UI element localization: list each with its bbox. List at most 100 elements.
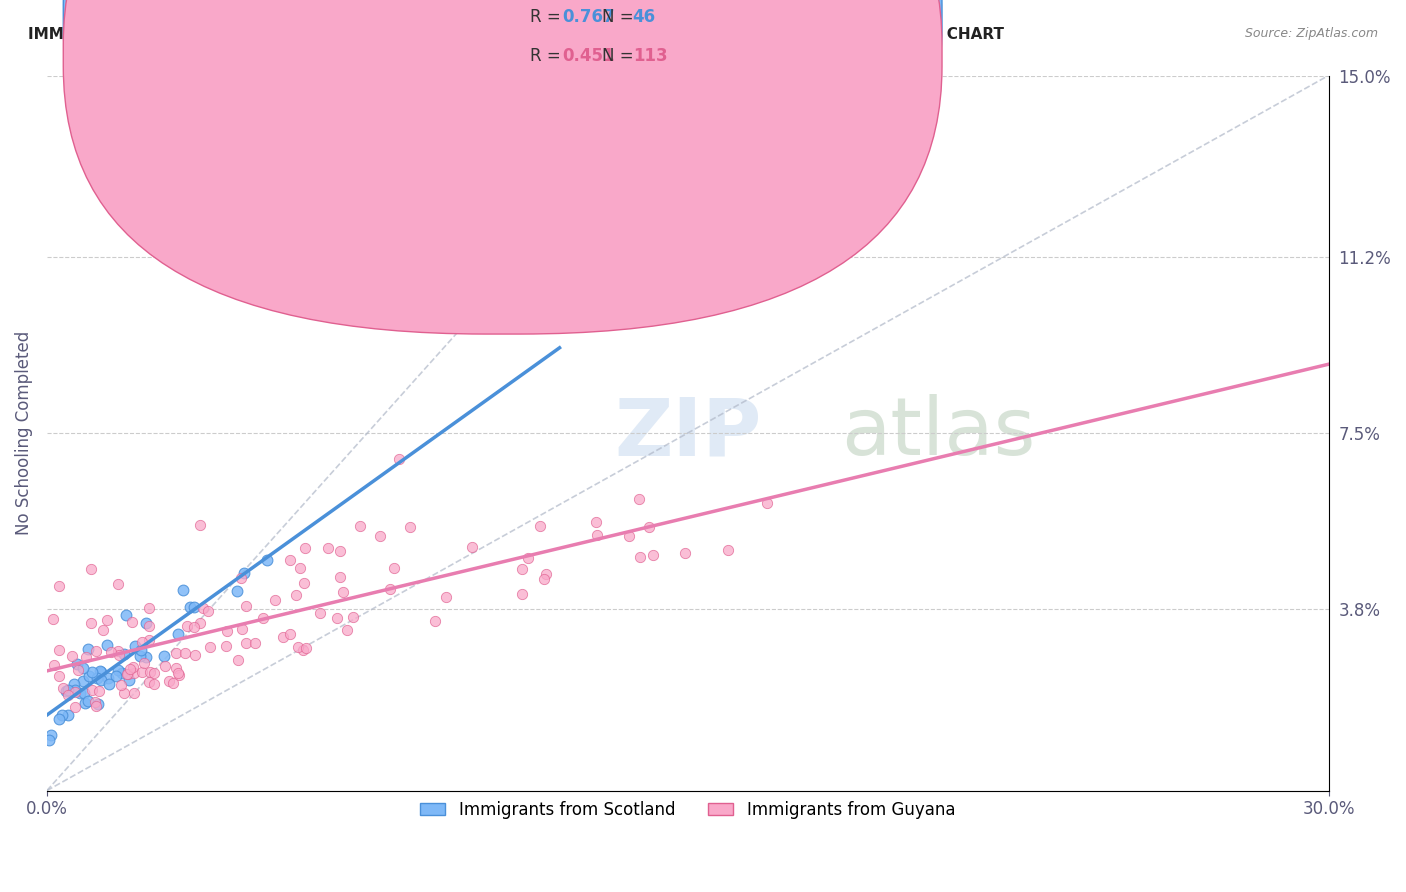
Immigrants from Guyana (138, 601, 160, 615)
Immigrants from Guyana (316, 541, 339, 555)
Immigrants from Scotland (112, 647, 135, 661)
Immigrants from Guyana (138, 675, 160, 690)
Immigrants from Guyana (142, 677, 165, 691)
Immigrants from Guyana (165, 660, 187, 674)
Immigrants from Guyana (529, 519, 551, 533)
Immigrants from Guyana (382, 561, 405, 575)
Immigrants from Guyana (162, 676, 184, 690)
Immigrants from Scotland (179, 599, 201, 614)
Immigrants from Guyana (378, 582, 401, 596)
Immigrants from Scotland (72, 661, 94, 675)
Immigrants from Scotland (58, 708, 80, 723)
Immigrants from Guyana (48, 668, 70, 682)
Immigrants from Guyana (628, 550, 651, 565)
Text: R =: R = (530, 7, 567, 26)
Immigrants from Scotland (73, 686, 96, 700)
Legend: Immigrants from Scotland, Immigrants from Guyana: Immigrants from Scotland, Immigrants fro… (413, 794, 962, 825)
Immigrants from Guyana (157, 673, 180, 688)
Immigrants from Guyana (325, 611, 347, 625)
Immigrants from Guyana (510, 562, 533, 576)
Text: Source: ZipAtlas.com: Source: ZipAtlas.com (1244, 27, 1378, 40)
Immigrants from Scotland (56, 682, 79, 697)
Immigrants from Scotland (38, 732, 60, 747)
Immigrants from Guyana (235, 636, 257, 650)
Immigrants from Guyana (183, 620, 205, 634)
Immigrants from Guyana (42, 658, 65, 673)
Immigrants from Guyana (91, 623, 114, 637)
Immigrants from Scotland (63, 682, 86, 697)
Immigrants from Guyana (243, 636, 266, 650)
Immigrants from Guyana (673, 546, 696, 560)
Immigrants from Guyana (264, 593, 287, 607)
Immigrants from Guyana (167, 665, 190, 680)
Immigrants from Scotland (76, 694, 98, 708)
Immigrants from Guyana (273, 630, 295, 644)
Immigrants from Guyana (96, 614, 118, 628)
Immigrants from Scotland (135, 650, 157, 665)
Immigrants from Guyana (108, 648, 131, 662)
Immigrants from Guyana (80, 562, 103, 576)
Immigrants from Guyana (42, 612, 65, 626)
Immigrants from Scotland (96, 638, 118, 652)
Immigrants from Scotland (77, 641, 100, 656)
Immigrants from Guyana (294, 541, 316, 555)
Immigrants from Guyana (65, 684, 87, 698)
Immigrants from Guyana (143, 665, 166, 680)
Immigrants from Guyana (176, 618, 198, 632)
Immigrants from Scotland (233, 566, 256, 581)
Immigrants from Guyana (138, 619, 160, 633)
Immigrants from Guyana (188, 518, 211, 533)
Immigrants from Scotland (129, 648, 152, 663)
Immigrants from Scotland (77, 669, 100, 683)
Immigrants from Guyana (66, 664, 89, 678)
Immigrants from Guyana (107, 644, 129, 658)
Immigrants from Guyana (235, 599, 257, 614)
Immigrants from Scotland (90, 665, 112, 680)
Immigrants from Guyana (643, 548, 665, 562)
Immigrants from Guyana (434, 590, 457, 604)
Immigrants from Scotland (225, 584, 247, 599)
Text: ZIP: ZIP (614, 394, 761, 472)
Immigrants from Scotland (51, 708, 73, 723)
Immigrants from Guyana (131, 635, 153, 649)
Immigrants from Guyana (229, 571, 252, 585)
Text: IMMIGRANTS FROM SCOTLAND VS IMMIGRANTS FROM GUYANA NO SCHOOLING COMPLETED CORREL: IMMIGRANTS FROM SCOTLAND VS IMMIGRANTS F… (28, 27, 1004, 42)
Immigrants from Scotland (118, 673, 141, 688)
Immigrants from Guyana (110, 678, 132, 692)
Immigrants from Guyana (332, 585, 354, 599)
Immigrants from Guyana (48, 579, 70, 593)
Immigrants from Guyana (100, 645, 122, 659)
Immigrants from Guyana (138, 632, 160, 647)
Immigrants from Guyana (56, 689, 79, 703)
Immigrants from Guyana (637, 519, 659, 533)
Immigrants from Guyana (167, 668, 190, 682)
Immigrants from Scotland (39, 728, 62, 742)
Immigrants from Guyana (215, 624, 238, 639)
Y-axis label: No Schooling Completed: No Schooling Completed (15, 331, 32, 535)
Immigrants from Guyana (290, 561, 312, 575)
Immigrants from Scotland (72, 674, 94, 689)
Immigrants from Scotland (115, 608, 138, 623)
Immigrants from Guyana (586, 528, 609, 542)
Immigrants from Guyana (617, 529, 640, 543)
Immigrants from Scotland (166, 627, 188, 641)
Immigrants from Guyana (756, 496, 779, 510)
Immigrants from Guyana (122, 665, 145, 680)
Immigrants from Scotland (183, 600, 205, 615)
Immigrants from Guyana (285, 588, 308, 602)
Immigrants from Guyana (139, 665, 162, 680)
Immigrants from Guyana (329, 544, 352, 558)
Immigrants from Scotland (87, 697, 110, 711)
Immigrants from Guyana (226, 652, 249, 666)
Immigrants from Guyana (173, 646, 195, 660)
Immigrants from Guyana (717, 543, 740, 558)
Immigrants from Guyana (627, 491, 650, 506)
Immigrants from Scotland (86, 671, 108, 685)
Immigrants from Guyana (336, 623, 359, 637)
Immigrants from Guyana (184, 648, 207, 662)
Immigrants from Guyana (80, 615, 103, 630)
Immigrants from Guyana (342, 609, 364, 624)
Immigrants from Scotland (107, 663, 129, 677)
Immigrants from Guyana (107, 576, 129, 591)
Immigrants from Guyana (516, 550, 538, 565)
